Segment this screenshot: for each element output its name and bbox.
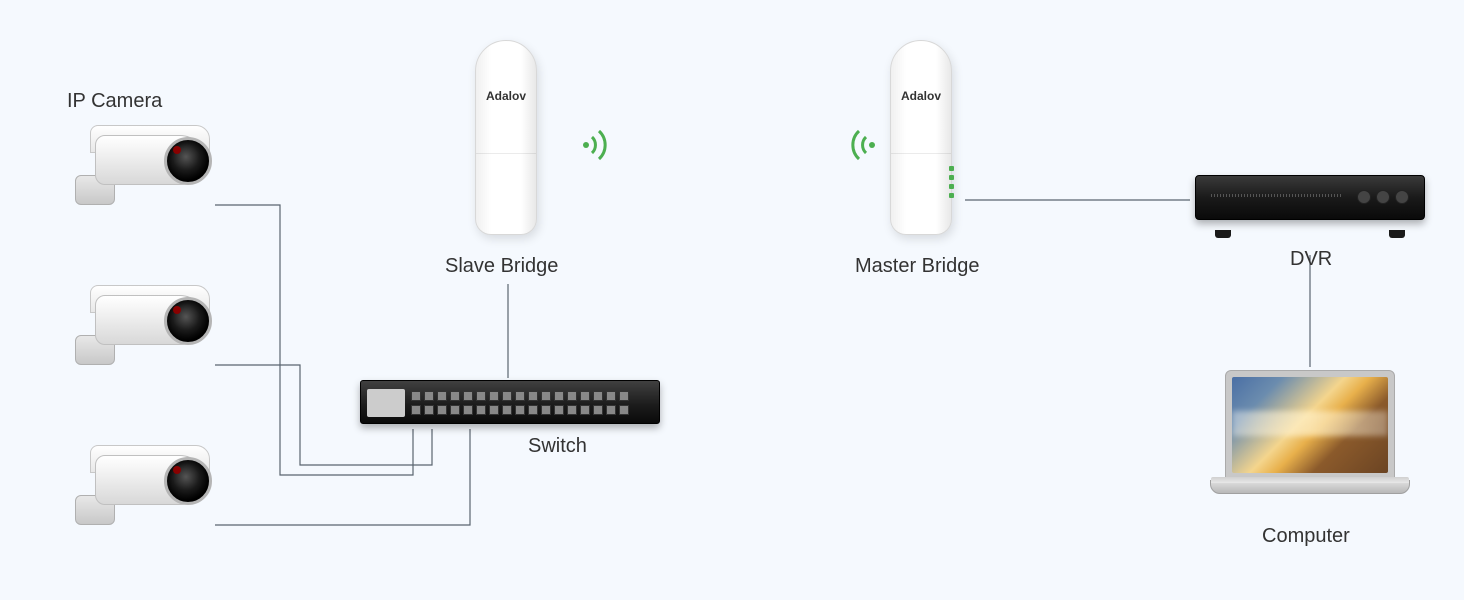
wifi-signal-icon [838, 125, 878, 165]
dvr-device [1195, 175, 1425, 230]
bridge-brand-label: Adalov [476, 89, 536, 103]
ip-camera-label: IP Camera [67, 90, 162, 113]
slave-bridge-label: Slave Bridge [445, 255, 558, 278]
network-switch [360, 380, 660, 430]
edge-cam3-switch [215, 429, 470, 525]
dvr-label: DVR [1290, 248, 1332, 271]
computer-label: Computer [1262, 525, 1350, 548]
switch-label: Switch [528, 435, 587, 458]
ip-camera-2 [65, 290, 215, 365]
computer-laptop [1210, 370, 1410, 515]
master-bridge-label: Master Bridge [855, 255, 980, 278]
ip-camera-3 [65, 450, 215, 525]
edge-cam1-switch [215, 205, 413, 475]
ip-camera-1 [65, 130, 215, 205]
slave-bridge-device: Adalov [475, 40, 545, 240]
master-bridge-device: Adalov [890, 40, 960, 240]
bridge-brand-label: Adalov [891, 89, 951, 103]
wifi-signal-icon [580, 125, 620, 165]
